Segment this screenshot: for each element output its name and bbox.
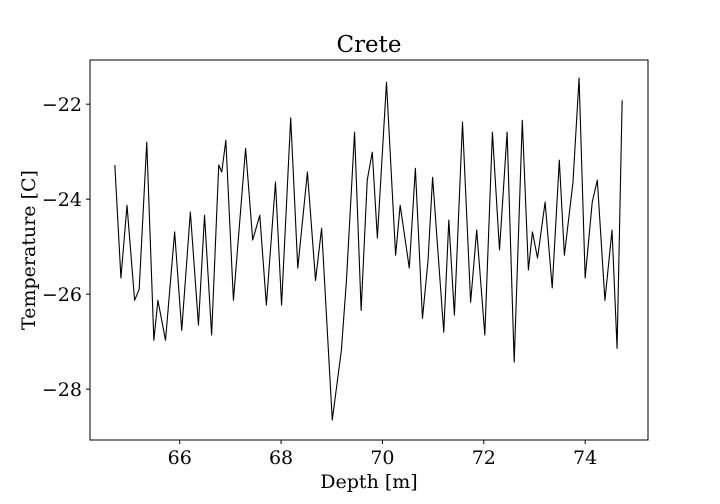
y-tick-label: −26 bbox=[42, 284, 82, 306]
y-axis-label: Temperature [C] bbox=[18, 170, 40, 330]
x-tick-label: 74 bbox=[573, 447, 597, 469]
x-tick-label: 70 bbox=[370, 447, 394, 469]
x-axis-label: Depth [m] bbox=[320, 471, 417, 493]
x-tick-label: 68 bbox=[269, 447, 293, 469]
data-line bbox=[114, 77, 623, 421]
x-tick-label: 66 bbox=[168, 447, 192, 469]
y-tick-label: −24 bbox=[42, 189, 82, 211]
x-tick-label: 72 bbox=[472, 447, 496, 469]
plot-frame bbox=[89, 59, 649, 441]
y-tick-label: −28 bbox=[42, 379, 82, 401]
chart-title: Crete bbox=[336, 32, 401, 58]
y-tick-label: −22 bbox=[42, 94, 82, 116]
